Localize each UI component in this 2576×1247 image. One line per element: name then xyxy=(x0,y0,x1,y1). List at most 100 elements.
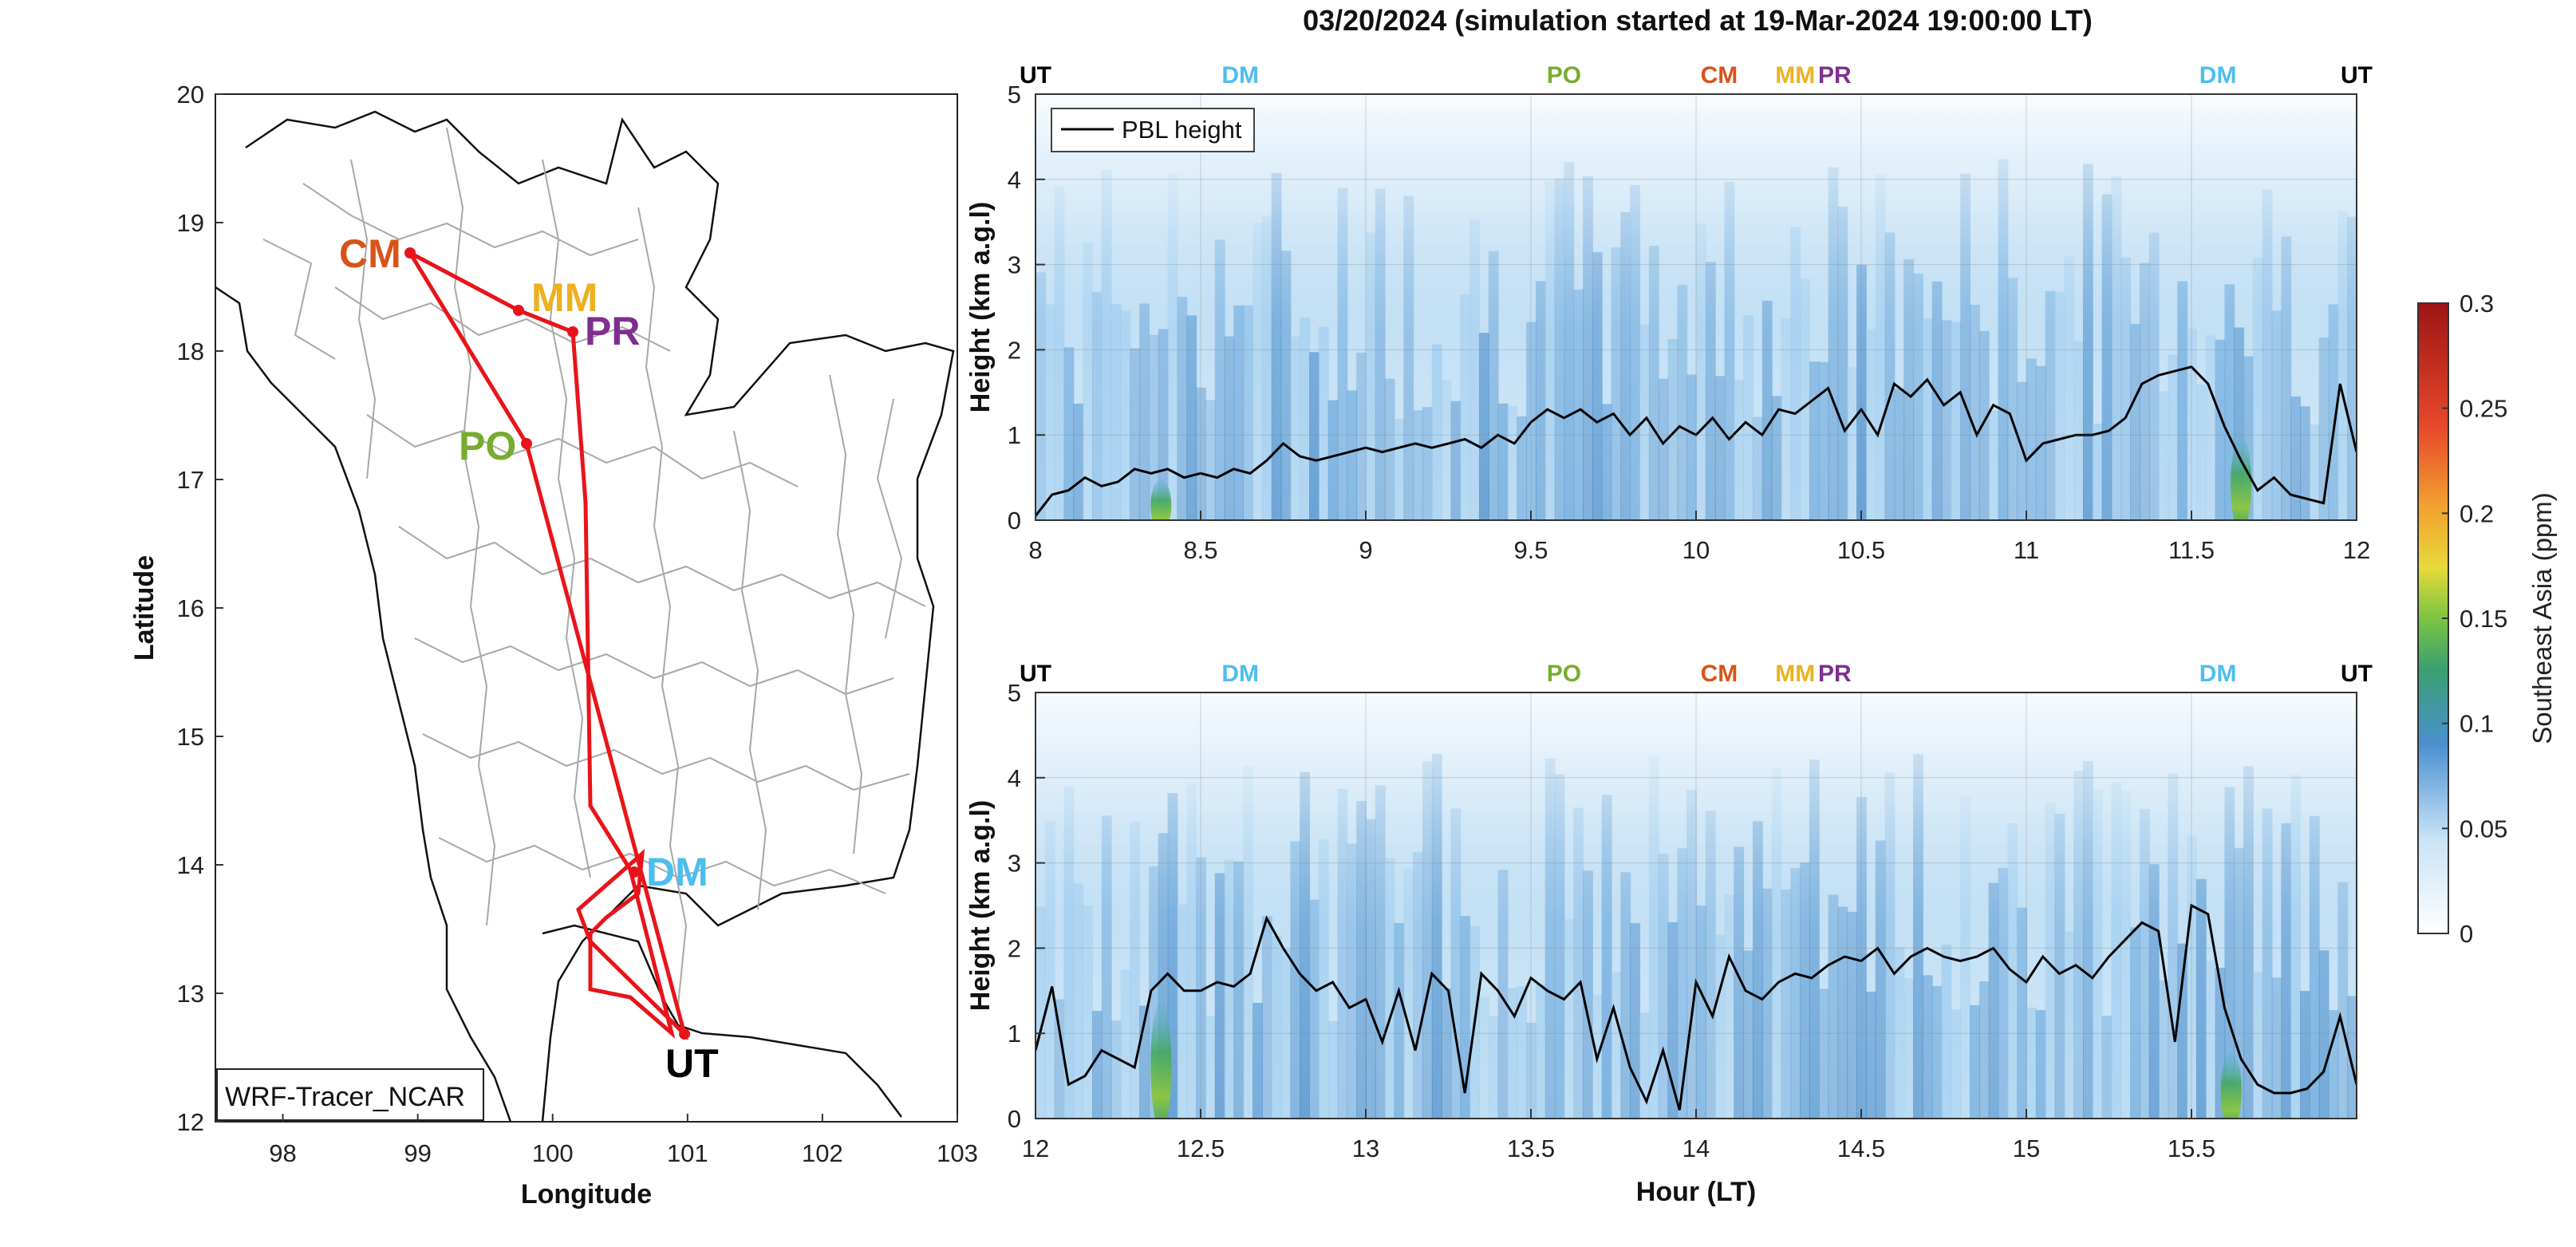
map-xlabel: Longitude xyxy=(521,1179,652,1210)
map-x-ticks: 98 99 100 101 102 103 xyxy=(269,1114,978,1167)
colorbar-tick-label: 0.3 xyxy=(2460,290,2494,318)
colorbar-tick-label: 0.1 xyxy=(2460,710,2494,738)
upper-fade-bottom xyxy=(1036,693,2357,1119)
x-ticks-bottom: 12 12.5 13 13.5 14 14.5 15 15.5 xyxy=(1022,1109,2215,1162)
site-marker-cm: CM xyxy=(1701,661,1738,687)
site-marker-cm: CM xyxy=(1701,62,1738,89)
y-tick-label: 3 xyxy=(1008,850,1021,878)
x-ticks-top: 8 8.5 9 9.5 10 10.5 11 11.5 12 xyxy=(1028,511,2370,564)
xlabel-bottom: Hour (LT) xyxy=(1636,1177,1756,1207)
site-marker-mm: MM xyxy=(1775,62,1815,89)
y-tick-label: 5 xyxy=(1008,81,1021,109)
x-tick-label: 12 xyxy=(1022,1135,1049,1162)
y-tick-label: 1 xyxy=(1008,421,1021,449)
map-y-tick-label: 17 xyxy=(177,466,204,494)
colorbar-tick-label: 0.25 xyxy=(2460,395,2507,423)
site-marker-dm: DM xyxy=(1221,62,1259,89)
upper-fade-top xyxy=(1036,94,2357,520)
curtain-plot-top: PBL height 8 8.5 9 9.5 10 10.5 11 11.5 12 012345… xyxy=(965,62,2373,564)
country-outline-west xyxy=(215,286,512,1122)
flight-route xyxy=(408,251,688,1041)
colorbar-tick-label: 0.15 xyxy=(2460,605,2507,633)
map-x-tick-label: 103 xyxy=(937,1139,978,1167)
site-marker-ut: UT xyxy=(1020,62,1051,89)
map-y-ticks: 12 13 14 15 16 17 18 19 20 xyxy=(177,81,223,1136)
x-tick-label: 14.5 xyxy=(1837,1135,1885,1162)
x-tick-label: 14 xyxy=(1682,1135,1710,1162)
x-tick-label: 11.5 xyxy=(2168,536,2215,564)
site-marker-pr: PR xyxy=(1818,62,1852,89)
map-x-tick-label: 99 xyxy=(404,1139,431,1167)
tracer-hotspot xyxy=(2231,436,2252,520)
y-ticks-bottom: 0 1 2 3 4 5 xyxy=(1008,679,1045,1133)
map-y-tick-label: 15 xyxy=(177,723,204,751)
ylabel-bottom: Height (km a.g.l) xyxy=(965,800,996,1011)
province-boundaries xyxy=(262,127,926,1006)
y-ticks-top: 0 1 2 3 4 5 xyxy=(1008,81,1045,535)
map-panel: CM MM PR PO DM UT WRF-Tracer_NCAR 98 99 10… xyxy=(129,81,978,1210)
map-y-tick-label: 19 xyxy=(177,209,204,237)
x-tick-label: 15 xyxy=(2013,1135,2040,1162)
site-label-dm: DM xyxy=(646,850,708,894)
model-label: WRF-Tracer_NCAR xyxy=(225,1082,465,1112)
site-marker-ut: UT xyxy=(2341,661,2373,687)
site-markers-top: UT DM PO CM MM PR DM UT xyxy=(1020,62,2373,89)
colorbar-tick-label: 0.2 xyxy=(2460,499,2494,527)
site-label-cm: CM xyxy=(339,231,401,276)
gulf-coast xyxy=(542,924,902,1118)
map-x-tick-label: 98 xyxy=(269,1139,296,1167)
map-y-tick-label: 12 xyxy=(177,1108,204,1136)
site-marker-pr: PR xyxy=(1818,661,1852,687)
map-y-tick-label: 16 xyxy=(177,594,204,622)
colorbar-label: Southeast Asia (ppm) xyxy=(2527,492,2557,744)
ylabel-top: Height (km a.g.l) xyxy=(965,202,996,412)
site-markers xyxy=(404,247,690,1040)
tracer-hotspot xyxy=(1150,1000,1172,1119)
x-tick-label: 8 xyxy=(1028,536,1042,564)
map-x-tick-label: 102 xyxy=(802,1139,843,1167)
map-y-tick-label: 20 xyxy=(177,81,204,109)
x-tick-label: 10.5 xyxy=(1837,536,1885,564)
colorbar: 0 0.05 0.1 0.15 0.2 0.25 0.3 Southeast Asia (p… xyxy=(2417,290,2557,948)
model-label-box xyxy=(216,1068,484,1121)
legend-label: PBL height xyxy=(1122,116,1242,144)
y-tick-label: 0 xyxy=(1008,1105,1021,1133)
site-label-pr: PR xyxy=(585,309,640,353)
site-marker-po: PO xyxy=(1547,62,1581,89)
y-tick-label: 2 xyxy=(1008,336,1021,364)
colorbar-tick-label: 0 xyxy=(2460,920,2473,948)
y-tick-label: 0 xyxy=(1008,507,1021,535)
y-tick-label: 2 xyxy=(1008,934,1021,962)
y-tick-label: 3 xyxy=(1008,251,1021,279)
site-marker-dm: DM xyxy=(2199,661,2237,687)
x-tick-label: 10 xyxy=(1682,536,1710,564)
pbl-height-line-top xyxy=(1036,365,2357,517)
x-tick-label: 12.5 xyxy=(1177,1135,1225,1162)
figure-title: 03/20/2024 (simulation started at 19-Mar… xyxy=(1303,4,2093,37)
tracer-hotspots-bottom xyxy=(1150,1000,2242,1119)
map-x-tick-label: 101 xyxy=(667,1139,708,1167)
x-tick-label: 15.5 xyxy=(2168,1135,2215,1162)
y-tick-label: 4 xyxy=(1008,166,1021,194)
tracer-hotspot xyxy=(2220,1052,2242,1119)
map-y-tick-label: 14 xyxy=(177,851,204,879)
tracer-hotspots-top xyxy=(1150,436,2252,520)
x-tick-label: 13 xyxy=(1352,1135,1379,1162)
map-x-tick-label: 100 xyxy=(532,1139,574,1167)
y-tick-label: 5 xyxy=(1008,679,1021,707)
country-outline xyxy=(245,110,955,1122)
legend-top: PBL height xyxy=(1051,108,1255,152)
y-tick-label: 1 xyxy=(1008,1020,1021,1048)
tracer-hotspot xyxy=(1150,479,1172,520)
map-y-tick-label: 18 xyxy=(177,337,204,365)
colorbar-ticks: 0 0.05 0.1 0.15 0.2 0.25 0.3 xyxy=(2442,290,2507,948)
x-tick-label: 12 xyxy=(2343,536,2370,564)
map-ylabel: Latitude xyxy=(129,555,160,661)
x-tick-label: 9 xyxy=(1359,536,1372,564)
site-marker-mm: MM xyxy=(1775,661,1815,687)
pbl-height-line-bottom xyxy=(1036,903,2357,1111)
x-tick-label: 13.5 xyxy=(1507,1135,1555,1162)
site-label-po: PO xyxy=(459,424,516,468)
